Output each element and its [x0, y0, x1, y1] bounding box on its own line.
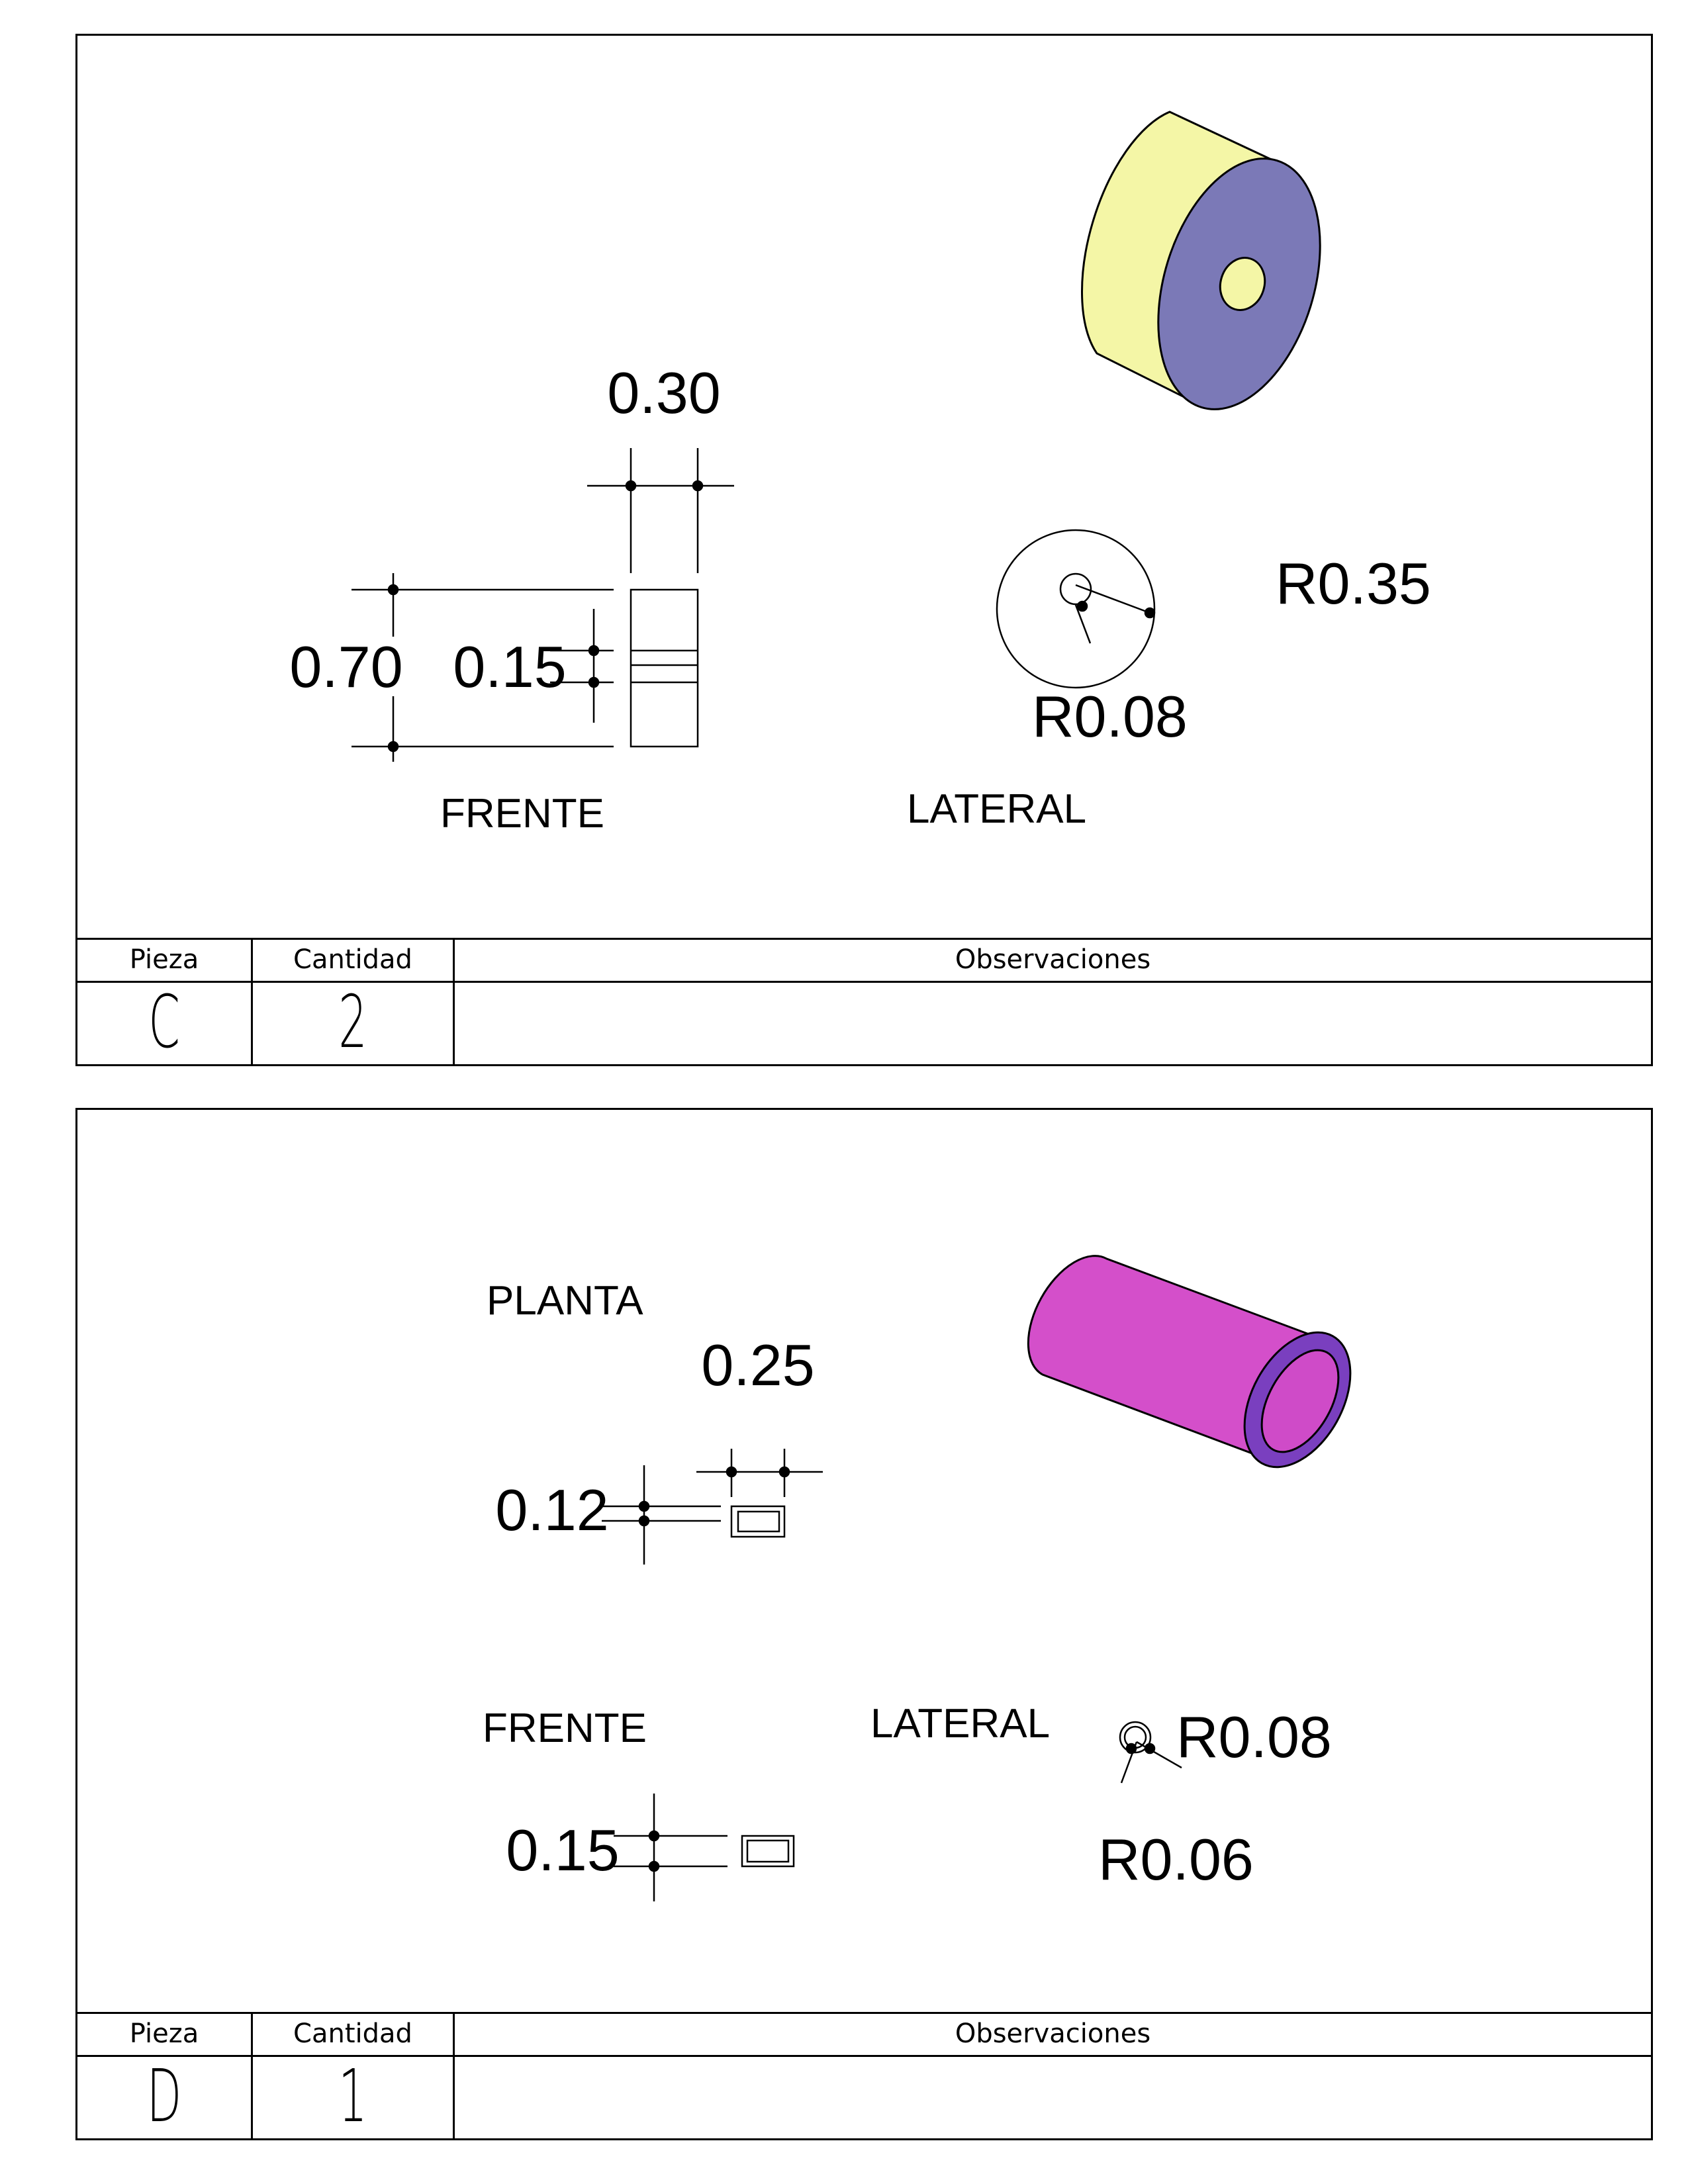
piece-value: C [148, 979, 180, 1064]
table-divider [251, 940, 253, 1064]
front-view-outline [741, 1835, 795, 1868]
outer-radius-label: R0.35 [1276, 551, 1431, 616]
front-view-label: FRENTE [440, 791, 604, 837]
observations-value [682, 2056, 1423, 2138]
quantity-header: Cantidad [293, 2019, 412, 2049]
leader-dot [1125, 1743, 1137, 1754]
dimension-top-height [602, 1465, 721, 1565]
inner-radius-label: R0.06 [1098, 1827, 1254, 1892]
front-view-disk [630, 588, 699, 748]
side-view-label: LATERAL [907, 786, 1086, 832]
leader-dot [1144, 607, 1156, 619]
isometric-disk [1081, 111, 1321, 410]
dimension-dot [387, 741, 399, 752]
outer-radius-label: R0.08 [1176, 1704, 1332, 1770]
quantity-value: 1 [338, 2054, 367, 2138]
inner-radius-label: R0.08 [1032, 684, 1188, 749]
leader-dot [1144, 1743, 1156, 1754]
observations-header: Observaciones [955, 2019, 1151, 2049]
dimension-top-width [696, 1449, 823, 1497]
dimension-front-height [614, 1794, 727, 1901]
top-view-tube [730, 1505, 786, 1538]
top-view-outline [730, 1505, 786, 1538]
dimension-dot [648, 1830, 660, 1842]
table-divider [453, 940, 455, 1064]
tube-inner-bore [1260, 1349, 1340, 1453]
dimension-dot [625, 480, 637, 492]
title-block: Pieza Cantidad Observaciones C 2 [77, 938, 1651, 1064]
side-view-tube [1119, 1721, 1182, 1784]
dimension-dot [648, 1860, 660, 1872]
table-divider [251, 2014, 253, 2138]
observations-value [682, 981, 1423, 1064]
drawing-sheet-d: PLANTA 0.25 0.12 FRENTE [75, 1108, 1653, 2140]
dimension-bore [550, 609, 614, 723]
radius-leader-inner [1074, 604, 1092, 644]
radius-leader-outer [1136, 1741, 1182, 1769]
drawing-area: PLANTA 0.25 0.12 FRENTE [77, 1110, 1651, 2012]
side-view-disk [996, 529, 1156, 689]
dimension-dot [778, 1466, 790, 1478]
top-view-label: PLANTA [487, 1278, 643, 1324]
side-view-label: LATERAL [870, 1701, 1050, 1747]
radius-leader-outer [1075, 584, 1150, 614]
dimension-width [587, 448, 734, 573]
dimension-bore-label: 0.15 [453, 634, 566, 700]
drawing-canvas: 0.30 0.70 0.15 [289, 111, 1431, 837]
disk-bore-hole [1219, 257, 1266, 311]
dimension-front-height-label: 0.15 [506, 1817, 619, 1883]
dimension-dot [638, 1515, 650, 1527]
isometric-tube [1027, 1255, 1352, 1469]
drawing-sheet-c: 0.30 0.70 0.15 [75, 34, 1653, 1066]
drawing-canvas: PLANTA 0.25 0.12 FRENTE [483, 1255, 1352, 1901]
dimension-height-label: 0.70 [289, 634, 402, 700]
table-divider [77, 2055, 1651, 2057]
quantity-value: 2 [338, 979, 367, 1064]
title-block: Pieza Cantidad Observaciones D 1 [77, 2012, 1651, 2138]
outer-circle [1119, 1721, 1152, 1754]
front-view-label: FRENTE [483, 1706, 647, 1751]
observations-header: Observaciones [955, 944, 1151, 975]
dimension-dot [638, 1500, 650, 1512]
leader-dot [1076, 600, 1088, 612]
dimension-dot [588, 676, 600, 688]
dimension-top-width-label: 0.25 [701, 1332, 814, 1398]
front-view-inner [746, 1839, 790, 1863]
inner-circle [1059, 572, 1092, 606]
piece-header: Pieza [129, 944, 199, 975]
outer-circle [996, 529, 1156, 689]
dimension-height [352, 573, 614, 762]
table-divider [77, 981, 1651, 983]
drawing-area: 0.30 0.70 0.15 [77, 36, 1651, 938]
front-view-outline [630, 588, 699, 748]
dimension-top-height-label: 0.12 [495, 1477, 608, 1543]
table-divider [453, 2014, 455, 2138]
piece-header: Pieza [129, 2019, 199, 2049]
front-view-tube [741, 1835, 795, 1868]
dimension-dot [387, 584, 399, 596]
dimension-dot [692, 480, 704, 492]
top-view-inner [737, 1510, 780, 1533]
dimension-dot [726, 1466, 737, 1478]
dimension-dot [588, 645, 600, 657]
piece-value: D [146, 2054, 182, 2138]
dimension-width-label: 0.30 [607, 360, 720, 426]
quantity-header: Cantidad [293, 944, 412, 975]
